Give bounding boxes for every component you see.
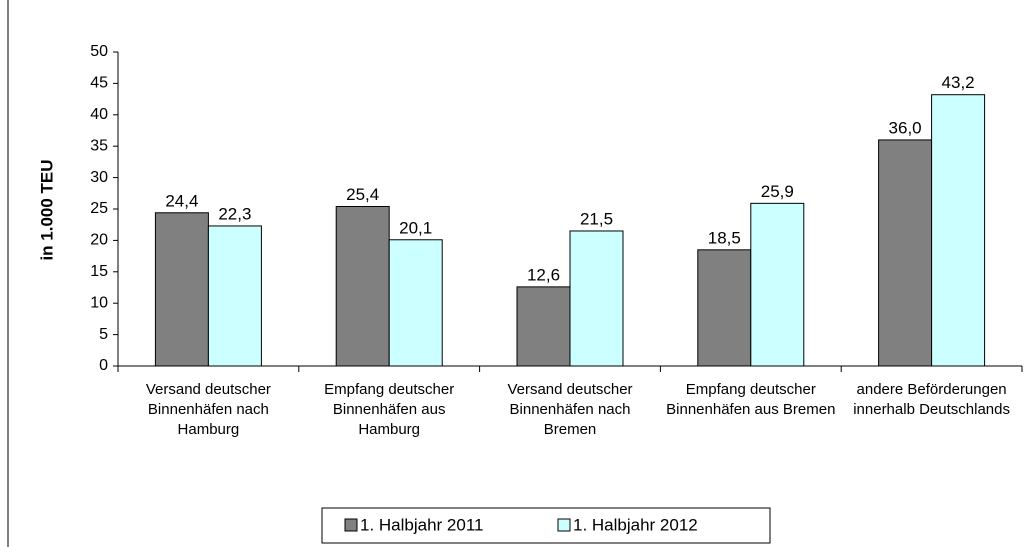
y-tick-label: 40 bbox=[90, 106, 108, 123]
legend-swatch bbox=[557, 518, 571, 532]
value-label: 24,4 bbox=[165, 191, 198, 210]
bar bbox=[878, 139, 933, 367]
bar bbox=[569, 230, 624, 367]
x-tick-label: Versand deutscher Binnenhäfen nach Hambu… bbox=[145, 381, 271, 438]
legend-swatch bbox=[344, 518, 358, 532]
chart-frame bbox=[7, 0, 9, 547]
legend-label: 1. Halbjahr 2012 bbox=[573, 515, 698, 534]
y-tick-label: 45 bbox=[90, 75, 108, 92]
value-label: 18,5 bbox=[708, 228, 741, 247]
y-tick-label: 50 bbox=[90, 43, 108, 60]
legend-frame bbox=[321, 507, 771, 544]
y-tick-label: 25 bbox=[90, 200, 108, 217]
bar bbox=[931, 94, 986, 367]
value-label: 36,0 bbox=[889, 118, 922, 137]
bar bbox=[750, 202, 805, 367]
y-tick-label: 35 bbox=[90, 137, 108, 154]
value-label: 20,1 bbox=[399, 218, 432, 237]
y-tick-label: 10 bbox=[90, 294, 108, 311]
x-tick-label: Empfang deutscher Binnenhäfen aus Bremen bbox=[666, 381, 836, 418]
y-tick-label: 15 bbox=[90, 263, 108, 280]
value-label: 25,9 bbox=[761, 182, 794, 201]
value-label: 25,4 bbox=[346, 185, 379, 204]
value-label: 12,6 bbox=[527, 265, 560, 284]
y-tick-label: 0 bbox=[99, 357, 108, 374]
value-label: 21,5 bbox=[580, 209, 613, 228]
y-axis-label: in 1.000 TEU bbox=[37, 159, 56, 260]
y-tick-label: 5 bbox=[99, 326, 108, 343]
bar bbox=[207, 225, 262, 367]
bar bbox=[516, 286, 571, 367]
x-tick-label: Empfang deutscher Binnenhäfen aus Hambur… bbox=[324, 381, 455, 438]
y-tick-label: 20 bbox=[90, 232, 108, 249]
x-tick-label: Versand deutscher Binnenhäfen nach Breme… bbox=[507, 381, 633, 438]
bar bbox=[335, 205, 390, 367]
value-label: 43,2 bbox=[942, 73, 975, 92]
bar bbox=[388, 239, 443, 367]
legend-label: 1. Halbjahr 2011 bbox=[360, 515, 484, 534]
value-label: 22,3 bbox=[218, 204, 251, 223]
bar bbox=[697, 249, 752, 367]
y-tick-label: 30 bbox=[90, 169, 108, 186]
bar bbox=[154, 212, 209, 367]
x-tick-label: andere Beförderungen innerhalb Deutschla… bbox=[853, 381, 1010, 418]
